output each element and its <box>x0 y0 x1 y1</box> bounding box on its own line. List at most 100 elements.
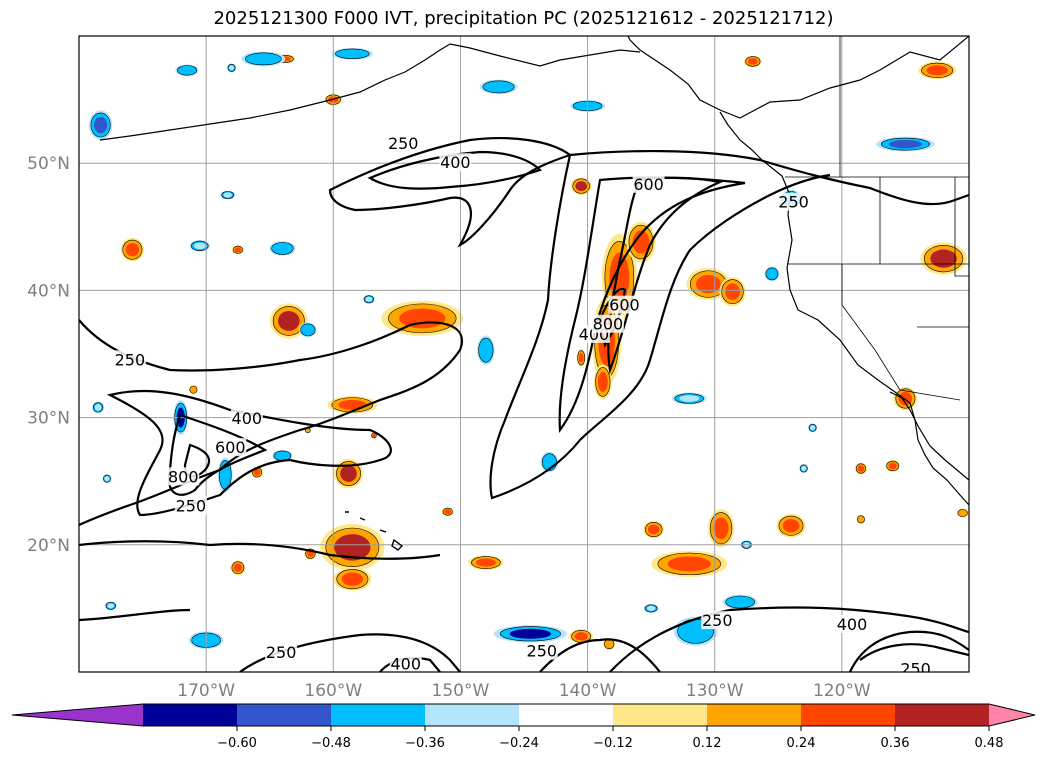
contour-label-bg <box>836 614 869 633</box>
map-background <box>79 36 969 672</box>
precip-positive-patch <box>597 372 608 392</box>
contour-label-bg <box>113 350 146 369</box>
precip-positive-patch <box>888 462 897 470</box>
precip-negative-patch <box>94 404 102 411</box>
precip-negative-patch <box>180 67 194 74</box>
precip-negative-patch <box>302 325 313 334</box>
contour-label: 250 <box>176 497 207 516</box>
precip-positive-patch <box>747 58 758 65</box>
precip-positive-patch <box>632 230 650 254</box>
precip-negative-patch <box>250 54 276 64</box>
ivt-600-contour-west <box>167 413 268 496</box>
colorbar-tick-label: 0.24 <box>787 736 816 751</box>
precip-negative-patch <box>730 597 751 607</box>
precip-positive-patch <box>234 247 242 253</box>
contour-label-bg <box>439 153 472 172</box>
colorbar-segment <box>801 704 896 726</box>
contour-label: 600 <box>215 438 246 457</box>
precip-positive-patch <box>857 465 865 472</box>
colorbar-segment <box>613 704 708 726</box>
colorbar-tick-label: −0.12 <box>593 736 633 751</box>
contour-label: 400 <box>440 153 471 172</box>
lat-tick-label: 20°N <box>27 536 70 556</box>
precip-positive-patch <box>605 640 613 648</box>
precip-negative-patch <box>223 192 232 198</box>
ivt-250-contour-south <box>79 540 969 672</box>
contour-label-bg <box>214 438 247 457</box>
contour-label: 800 <box>593 315 624 334</box>
precip-negative-patch <box>229 65 235 71</box>
precip-positive-patch <box>372 433 376 438</box>
precip-negative-patch <box>801 465 807 471</box>
contour-label-bg <box>608 295 641 314</box>
contour-label: 250 <box>266 643 297 662</box>
precip-positive-patch <box>233 563 243 572</box>
colorbar-tick-label: 0.36 <box>881 736 910 751</box>
precip-negative-patch <box>365 296 373 302</box>
precip-positive-patch <box>444 509 452 515</box>
precip-positive-patch <box>334 534 371 561</box>
colorbar-segment <box>425 704 520 726</box>
precip-positive-patch <box>340 465 357 482</box>
baja-coastline <box>889 391 969 481</box>
colorbar-segment <box>237 704 332 726</box>
precip-positive-patch <box>306 428 310 432</box>
colorbar-segment <box>143 704 238 726</box>
lon-tick-label: 140°W <box>559 681 617 701</box>
colorbar-tick-label: −0.60 <box>217 736 257 751</box>
colorbar: −0.60 −0.48 −0.36 −0.24 −0.12 0.12 0.24 0.36 0.4… <box>11 703 1036 751</box>
precip-positive-patch <box>959 510 966 516</box>
contour-label-bg <box>591 314 624 333</box>
precip-negative-patch <box>340 50 364 58</box>
precip-negative-patch <box>221 464 230 485</box>
precip-negative-patch <box>94 116 108 134</box>
lon-tick-label: 170°W <box>177 681 235 701</box>
precip-positive-patch <box>253 468 261 476</box>
precip-positive-patch <box>575 181 587 192</box>
contour-label: 250 <box>388 134 419 153</box>
contour-label: 400 <box>837 615 868 634</box>
contour-label-bg <box>899 659 932 672</box>
precip-positive-patch <box>930 249 957 268</box>
hawaii-islands <box>345 511 404 551</box>
precip-positive-patch <box>713 517 729 540</box>
lat-tick-label: 30°N <box>27 409 70 429</box>
contour-label-bg <box>777 192 810 211</box>
colorbar-tick-label: −0.48 <box>311 736 351 751</box>
contour-label-bg <box>167 467 200 486</box>
lon-tick-label: 130°W <box>686 681 744 701</box>
ivt-600-contour-ar <box>607 176 724 375</box>
contour-label-bg <box>265 642 298 661</box>
precip-negative-patch <box>194 242 206 250</box>
precip-negative-patch <box>544 456 555 468</box>
contour-label: 250 <box>900 659 931 678</box>
lon-tick-label: 160°W <box>304 681 362 701</box>
precip-negative-patch <box>487 82 510 92</box>
precip-positive-patch <box>190 387 196 393</box>
precip-negative-patch <box>888 139 922 149</box>
precip-negative-patch <box>107 603 115 609</box>
precip-negative-patch <box>647 605 656 611</box>
colorbar-segment <box>895 704 990 726</box>
precip-negative-patch <box>480 341 491 359</box>
precip-negative-patch <box>679 395 700 402</box>
colorbar-segment <box>331 704 426 726</box>
precip-positive-patch <box>926 65 948 76</box>
contour-label-bg <box>389 654 422 672</box>
contour-label: 250 <box>115 350 146 369</box>
precip-negative-patch <box>274 244 290 253</box>
contour-label: 800 <box>168 467 199 486</box>
contour-label: 400 <box>232 409 263 428</box>
colorbar-tick-label: −0.36 <box>405 736 445 751</box>
colorbar-segment <box>707 704 802 726</box>
contour-label-bg <box>174 496 207 515</box>
map-frame <box>78 35 970 673</box>
precip-negative-patch <box>104 476 110 482</box>
lat-axis-labels: 20°N 30°N 40°N 50°N <box>27 154 70 556</box>
contour-label: 600 <box>633 175 664 194</box>
lat-tick-label: 50°N <box>27 154 70 174</box>
contour-label: 600 <box>609 296 640 315</box>
colorbar-extend-high <box>989 704 1035 726</box>
lon-axis-labels: 170°W 160°W 150°W 140°W 130°W 120°W <box>177 681 871 701</box>
